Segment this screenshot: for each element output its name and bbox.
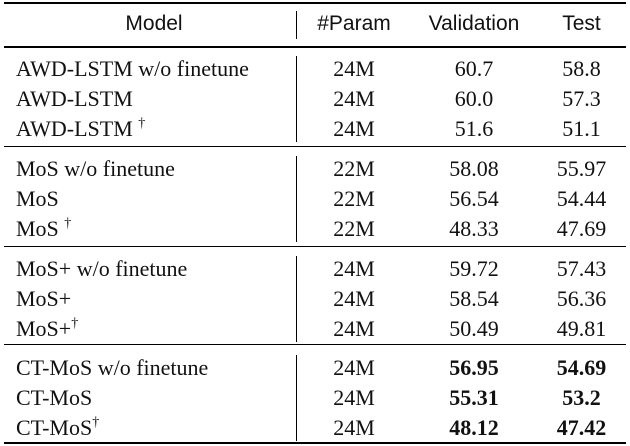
validation-cell: 48.12 (449, 415, 499, 440)
param-cell: 24M (333, 56, 375, 81)
param-cell: 22M (333, 156, 375, 181)
param-cell: 24M (333, 385, 375, 410)
table-row: CT-MoS 24M 55.31 53.2 (4, 382, 626, 414)
test-cell: 47.42 (556, 415, 607, 440)
param-cell: 22M (333, 216, 375, 241)
header-row: Model #Param Validation Test (4, 8, 626, 40)
test-cell: 54.44 (556, 186, 607, 211)
top-rule (4, 2, 626, 4)
param-cell: 24M (333, 355, 375, 380)
model-name: AWD-LSTM (16, 86, 133, 111)
model-cell: MoS w/o finetune (16, 153, 175, 185)
model-cell: CT-MoS w/o finetune (16, 352, 208, 384)
model-name: MoS+ (16, 316, 72, 341)
table-row: MoS 22M 56.54 54.44 (4, 183, 626, 215)
model-cell: MoS (16, 183, 59, 215)
model-cell: AWD-LSTM † (16, 113, 145, 145)
model-cell: CT-MoS† (16, 412, 99, 444)
validation-cell: 48.33 (449, 216, 499, 241)
param-cell: 24M (333, 256, 375, 281)
table-row: AWD-LSTM 24M 60.0 57.3 (4, 83, 626, 115)
table-row: MoS+ 24M 58.54 56.36 (4, 283, 626, 315)
validation-cell: 55.31 (449, 385, 499, 410)
test-cell: 58.8 (562, 56, 601, 81)
test-cell: 56.36 (556, 286, 607, 311)
test-cell: 57.3 (562, 86, 601, 111)
header-divider (296, 11, 297, 39)
model-name: MoS (16, 216, 65, 241)
validation-cell: 51.6 (454, 116, 494, 141)
model-cell: MoS † (16, 213, 71, 245)
group-divider (296, 156, 297, 242)
validation-cell: 50.49 (449, 316, 499, 341)
model-name: MoS w/o finetune (16, 156, 175, 181)
table-row: MoS+† 24M 50.49 49.81 (4, 313, 626, 345)
validation-cell: 56.95 (449, 355, 499, 380)
dagger-mark: † (64, 216, 72, 231)
model-name: CT-MoS w/o finetune (16, 355, 209, 380)
validation-cell: 58.54 (449, 286, 499, 311)
model-cell: MoS+ w/o finetune (16, 253, 187, 285)
group-divider (296, 355, 297, 441)
header-model: Model (125, 12, 183, 35)
group-rule (4, 344, 626, 345)
validation-cell: 60.0 (454, 86, 494, 111)
table-row: MoS w/o finetune 22M 58.08 55.97 (4, 153, 626, 185)
test-cell: 51.1 (562, 116, 601, 141)
model-cell: AWD-LSTM (16, 83, 133, 115)
model-cell: MoS+ (16, 283, 71, 315)
test-cell: 49.81 (556, 316, 607, 341)
param-cell: 22M (333, 186, 375, 211)
model-name: CT-MoS (16, 415, 93, 440)
header-validation: Validation (428, 12, 520, 35)
validation-cell: 58.08 (449, 156, 499, 181)
model-name: CT-MoS (16, 385, 93, 410)
test-cell: 55.97 (556, 156, 607, 181)
validation-cell: 60.7 (454, 56, 494, 81)
model-name: MoS+ (16, 286, 72, 311)
param-cell: 24M (333, 415, 375, 440)
param-cell: 24M (333, 116, 375, 141)
bottom-rule (4, 442, 626, 444)
table-row: AWD-LSTM w/o finetune 24M 60.7 58.8 (4, 53, 626, 85)
table-row: MoS † 22M 48.33 47.69 (4, 213, 626, 245)
group-rule (4, 146, 626, 147)
model-name: MoS+ w/o finetune (16, 256, 188, 281)
model-cell: CT-MoS (16, 382, 92, 414)
table-row: MoS+ w/o finetune 24M 59.72 57.43 (4, 253, 626, 285)
table-row: AWD-LSTM † 24M 51.6 51.1 (4, 113, 626, 145)
model-cell: AWD-LSTM w/o finetune (16, 53, 249, 85)
dagger-mark: † (138, 116, 146, 131)
model-cell: MoS+† (16, 313, 78, 345)
test-cell: 47.69 (556, 216, 607, 241)
model-name: MoS (16, 186, 59, 211)
model-name: AWD-LSTM (16, 116, 139, 141)
table-row: CT-MoS w/o finetune 24M 56.95 54.69 (4, 352, 626, 384)
dagger-mark: † (92, 415, 100, 430)
group-divider (296, 256, 297, 342)
test-cell: 54.69 (556, 355, 607, 380)
param-cell: 24M (333, 286, 375, 311)
model-name: AWD-LSTM w/o finetune (16, 56, 249, 81)
header-test: Test (562, 12, 601, 35)
group-divider (296, 56, 297, 142)
validation-cell: 59.72 (449, 256, 499, 281)
param-cell: 24M (333, 86, 375, 111)
dagger-mark: † (71, 316, 79, 331)
test-cell: 57.43 (556, 256, 607, 281)
validation-cell: 56.54 (449, 186, 499, 211)
group-rule (4, 246, 626, 247)
param-cell: 24M (333, 316, 375, 341)
table-row: CT-MoS† 24M 48.12 47.42 (4, 412, 626, 444)
test-cell: 53.2 (562, 385, 601, 410)
header-param: #Param (317, 12, 391, 35)
group-rule (4, 46, 626, 48)
